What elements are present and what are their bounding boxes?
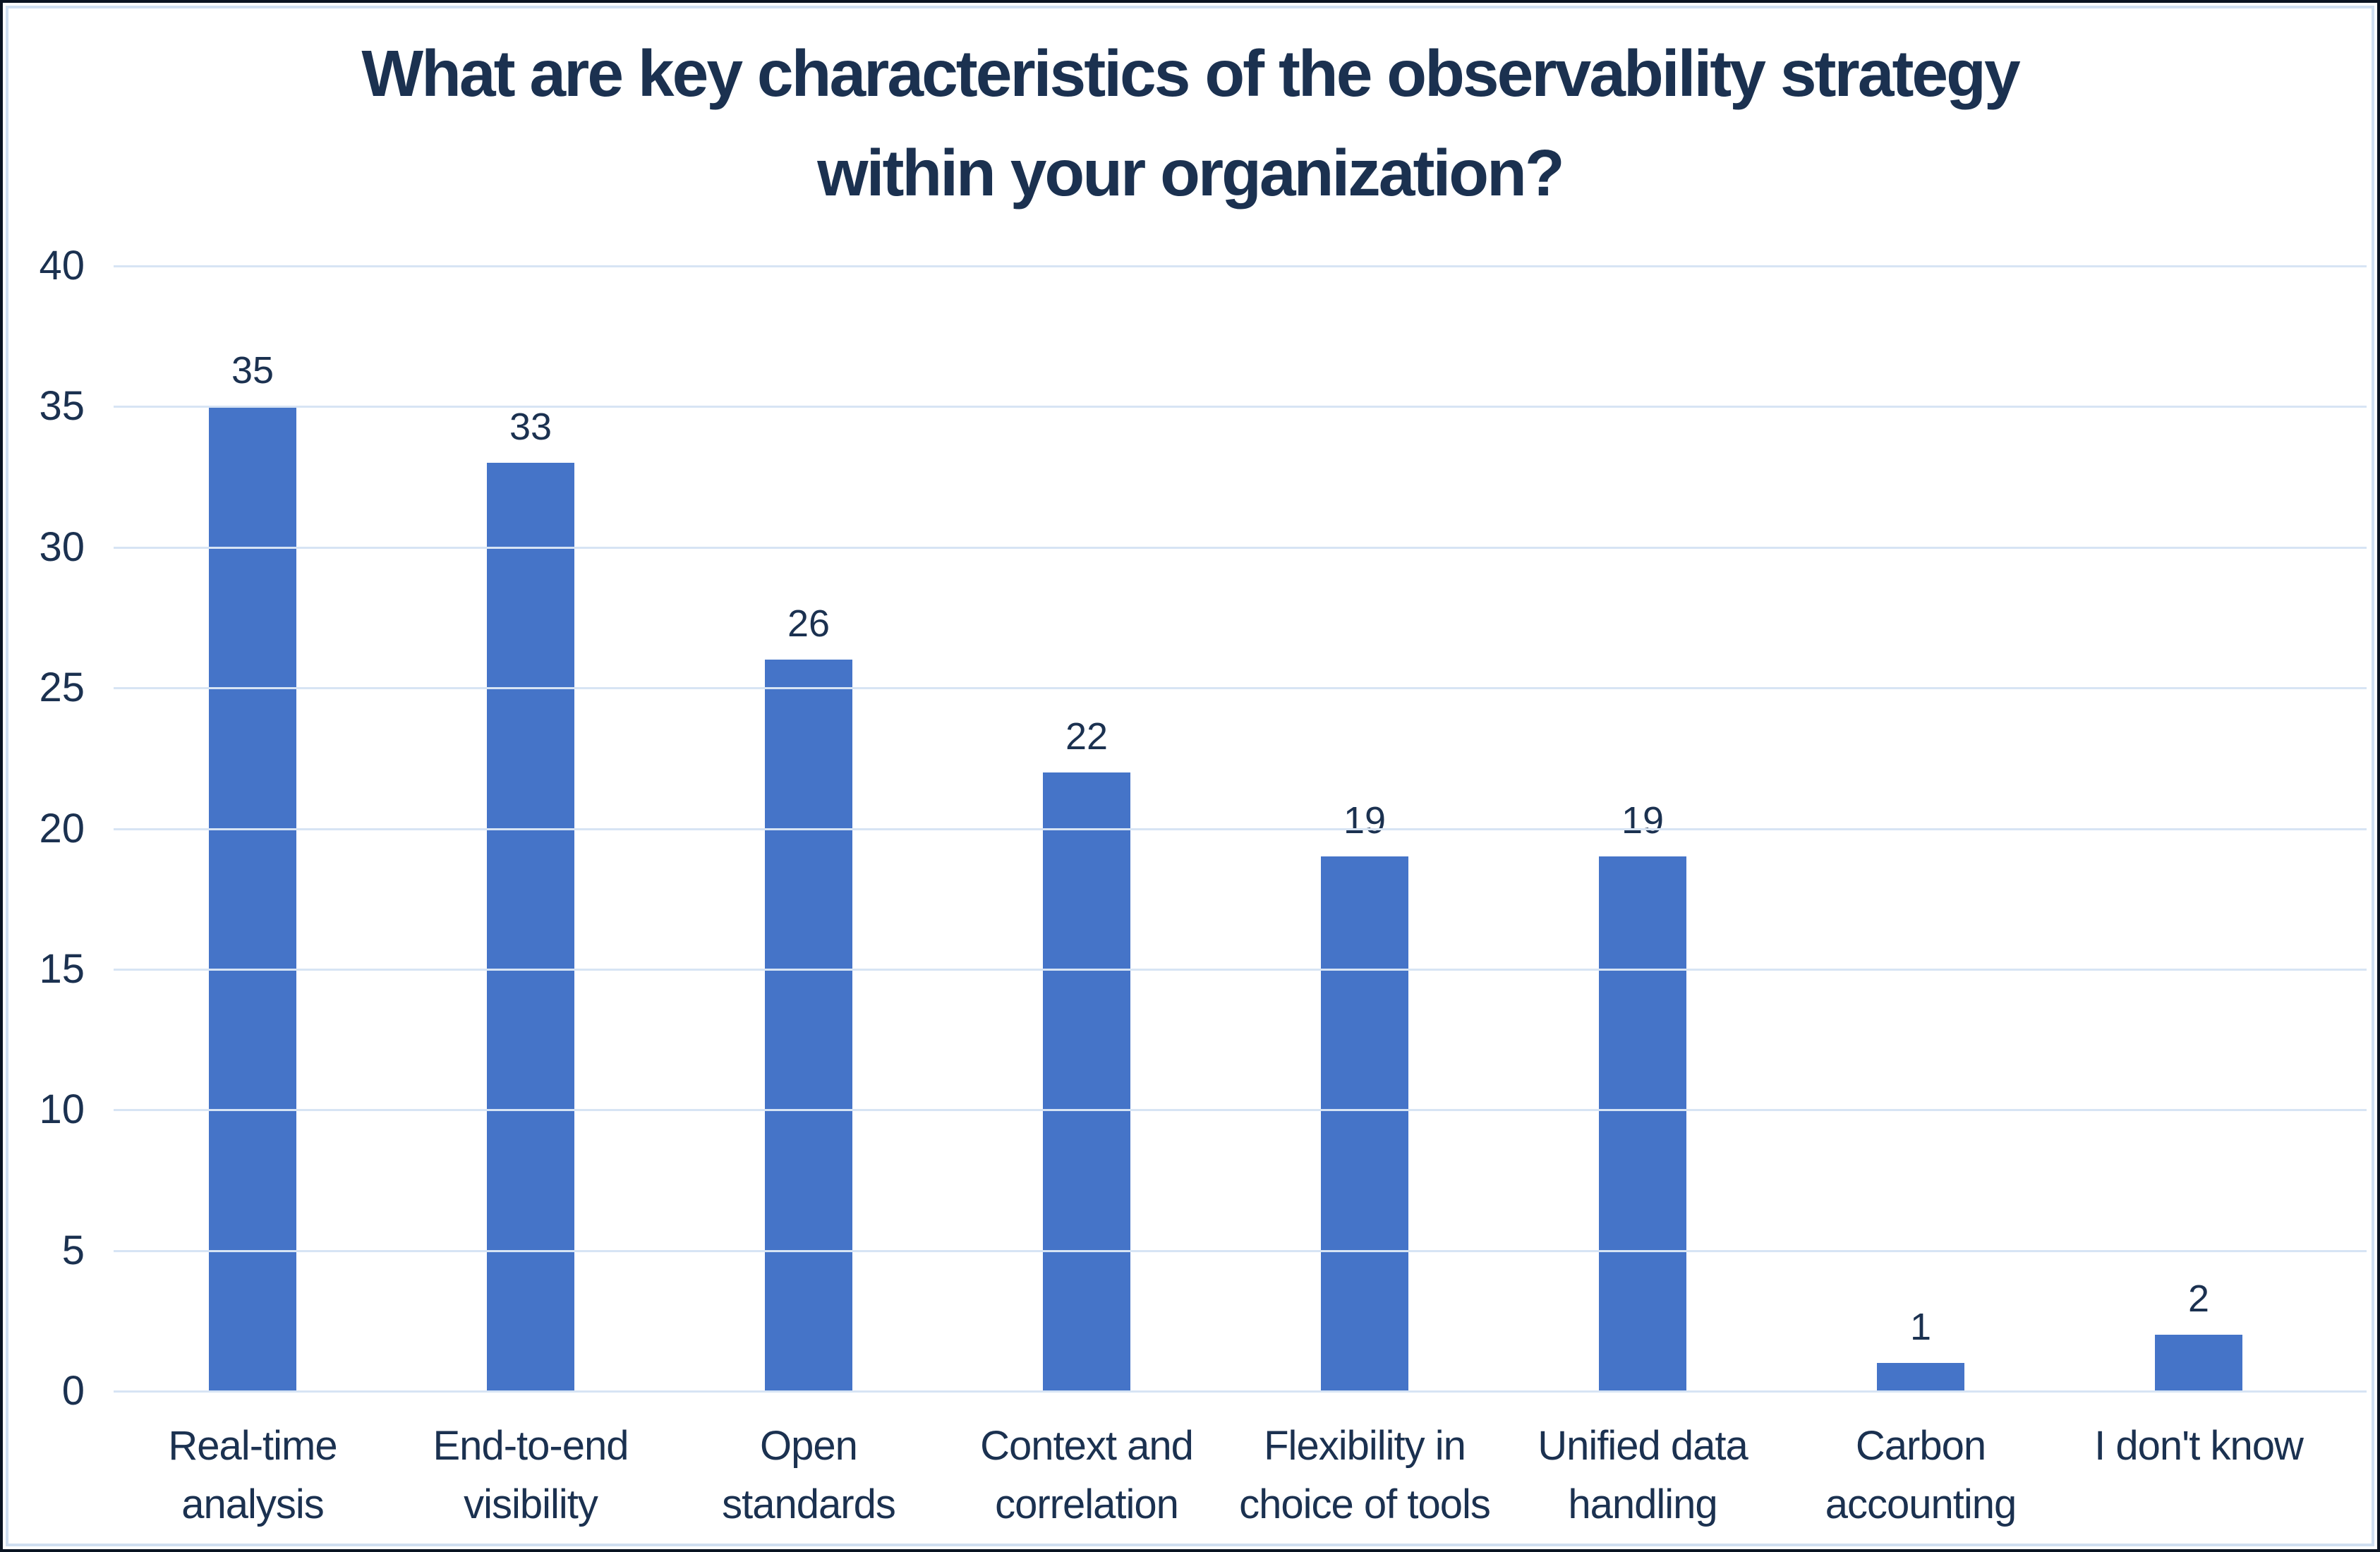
x-category-label: Open standards [722,1423,896,1527]
bar-value-label: 33 [509,406,552,449]
bar-slot: 26 [670,266,948,1391]
y-axis-labels: 0 5 10 15 20 25 30 35 40 [13,243,85,1414]
y-tick-label: 5 [61,1227,85,1273]
chart-title-line1: What are key characteristics of the obse… [361,37,2020,110]
bar [1877,1363,1964,1391]
bar [1043,772,1130,1391]
y-tick-label: 40 [39,243,85,289]
chart-title: What are key characteristics of the obse… [3,24,2377,223]
bar [209,406,296,1391]
gridline [114,827,2367,830]
y-tick-label: 20 [39,805,85,851]
bar [765,660,852,1391]
x-category-label: Unified data handling [1538,1423,1748,1527]
bar [2155,1335,2242,1391]
bar-value-label: 26 [787,602,830,645]
plot-area: 35 33 26 22 19 19 1 2 [114,265,2367,1393]
bar-slot: 1 [1782,266,2060,1391]
x-category-label: End-to-end visibility [433,1423,629,1527]
gridline [114,968,2367,971]
x-category-label: Flexibility in choice of tools [1239,1423,1491,1527]
bar-slot: 19 [1504,266,1782,1391]
bar-value-label: 19 [1343,799,1387,842]
bar-value-label: 19 [1621,799,1665,842]
y-tick-label: 15 [39,945,85,992]
bar-slot: 33 [392,266,670,1391]
bar-value-label: 22 [1065,715,1109,758]
gridline [114,1390,2367,1393]
bar-value-label: 35 [231,349,274,392]
gridline [114,406,2367,408]
bar-slot: 19 [1226,266,1504,1391]
x-category-label: I don't know [2094,1423,2304,1469]
gridline [114,265,2367,267]
y-tick-label: 10 [39,1086,85,1133]
y-tick-label: 30 [39,523,85,570]
bar-value-label: 1 [1909,1306,1932,1349]
bar-slot: 35 [114,266,392,1391]
x-category-label: Context and correlation [980,1423,1194,1527]
y-tick-label: 35 [39,383,85,430]
bar [1321,856,1408,1391]
gridline [114,687,2367,690]
bar-slot: 22 [948,266,1226,1391]
gridline [114,1109,2367,1112]
x-category-label: Carbon accounting [1825,1423,2017,1527]
y-tick-label: 0 [61,1368,85,1414]
gridline [114,1249,2367,1252]
y-tick-label: 25 [39,665,85,711]
bar-value-label: 2 [2187,1278,2210,1321]
chart-title-line2: within your organization? [817,136,1564,210]
bar [1599,856,1686,1391]
bar-slot: 2 [2060,266,2338,1391]
x-category-label: Real-time analysis [168,1423,337,1527]
bar-series: 35 33 26 22 19 19 1 2 [114,266,2338,1391]
x-axis-labels: Real-time analysis End-to-end visibility O… [114,1417,2338,1548]
gridline [114,546,2367,549]
bar [487,463,574,1391]
